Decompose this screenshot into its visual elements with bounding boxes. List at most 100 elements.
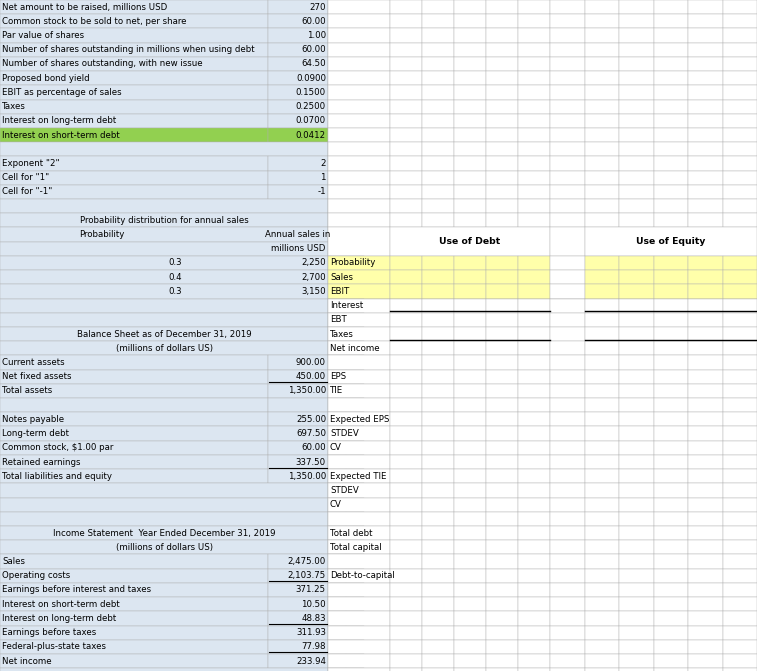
Bar xyxy=(346,398,364,412)
Bar xyxy=(518,156,550,170)
Bar xyxy=(328,156,346,170)
Bar xyxy=(550,384,585,398)
Bar xyxy=(654,370,688,384)
Bar xyxy=(619,526,654,540)
Bar xyxy=(688,370,723,384)
Bar xyxy=(454,540,486,554)
Bar xyxy=(619,14,654,28)
Bar xyxy=(619,113,654,128)
Bar xyxy=(0,285,328,299)
Bar xyxy=(619,427,654,441)
Text: Cell for "-1": Cell for "-1" xyxy=(2,187,52,197)
Bar xyxy=(390,526,422,540)
Bar xyxy=(390,455,422,469)
Bar xyxy=(422,313,454,327)
Bar xyxy=(328,654,390,668)
Bar xyxy=(518,370,550,384)
Bar xyxy=(390,227,550,256)
Bar xyxy=(328,583,346,597)
Bar xyxy=(550,199,585,213)
Text: (millions of dollars US): (millions of dollars US) xyxy=(116,543,213,552)
Bar xyxy=(454,639,486,654)
Bar xyxy=(454,469,486,483)
Bar xyxy=(518,554,550,568)
Bar xyxy=(328,568,390,583)
Bar xyxy=(422,0,454,14)
Bar xyxy=(619,341,654,356)
Text: 1: 1 xyxy=(320,173,326,183)
Bar xyxy=(486,554,518,568)
Bar xyxy=(585,170,619,185)
Bar xyxy=(619,668,654,671)
Bar xyxy=(346,199,364,213)
Bar xyxy=(390,71,422,85)
Bar xyxy=(454,512,486,526)
Bar xyxy=(422,57,454,71)
Bar xyxy=(518,0,550,14)
Bar xyxy=(654,384,688,398)
Bar xyxy=(654,441,688,455)
Bar xyxy=(518,256,550,270)
Bar xyxy=(346,270,364,285)
Text: 0.3: 0.3 xyxy=(169,258,182,268)
Bar xyxy=(486,341,518,356)
Bar xyxy=(723,540,757,554)
Bar xyxy=(619,85,654,99)
Bar xyxy=(486,341,518,356)
Bar xyxy=(0,270,328,285)
Bar xyxy=(328,668,346,671)
Bar xyxy=(268,99,328,113)
Text: Total capital: Total capital xyxy=(330,543,382,552)
Bar xyxy=(619,554,654,568)
Text: Earnings before taxes: Earnings before taxes xyxy=(2,628,96,637)
Bar xyxy=(619,128,654,142)
Bar xyxy=(688,568,723,583)
Bar xyxy=(486,185,518,199)
Bar xyxy=(0,540,328,554)
Bar xyxy=(486,384,518,398)
Bar xyxy=(654,483,688,498)
Bar xyxy=(454,370,486,384)
Bar xyxy=(422,28,454,43)
Text: 2: 2 xyxy=(320,159,326,168)
Bar xyxy=(550,611,585,625)
Bar xyxy=(328,341,390,356)
Text: 2,250: 2,250 xyxy=(301,258,326,268)
Bar xyxy=(422,427,454,441)
Bar xyxy=(454,654,486,668)
Bar xyxy=(585,441,619,455)
Bar xyxy=(0,85,268,99)
Bar xyxy=(454,170,486,185)
Bar xyxy=(619,568,654,583)
Text: CV: CV xyxy=(330,500,342,509)
Text: 311.93: 311.93 xyxy=(296,628,326,637)
Bar xyxy=(619,639,654,654)
Text: Total liabilities and equity: Total liabilities and equity xyxy=(2,472,112,480)
Bar xyxy=(390,540,422,554)
Bar xyxy=(390,441,422,455)
Bar xyxy=(550,583,585,597)
Bar xyxy=(268,156,328,170)
Bar xyxy=(585,57,619,71)
Bar xyxy=(486,498,518,512)
Bar xyxy=(619,455,654,469)
Bar xyxy=(328,483,390,498)
Bar xyxy=(422,341,454,356)
Bar xyxy=(0,370,268,384)
Bar xyxy=(550,43,585,57)
Bar xyxy=(619,71,654,85)
Bar xyxy=(268,455,328,469)
Bar xyxy=(550,483,585,498)
Bar xyxy=(654,85,688,99)
Bar xyxy=(654,554,688,568)
Bar xyxy=(486,611,518,625)
Bar xyxy=(486,469,518,483)
Bar xyxy=(654,412,688,427)
Text: Interest on long-term debt: Interest on long-term debt xyxy=(2,614,117,623)
Bar xyxy=(486,270,518,285)
Bar xyxy=(518,526,550,540)
Bar xyxy=(723,583,757,597)
Bar xyxy=(268,384,328,398)
Bar xyxy=(328,654,346,668)
Bar xyxy=(688,427,723,441)
